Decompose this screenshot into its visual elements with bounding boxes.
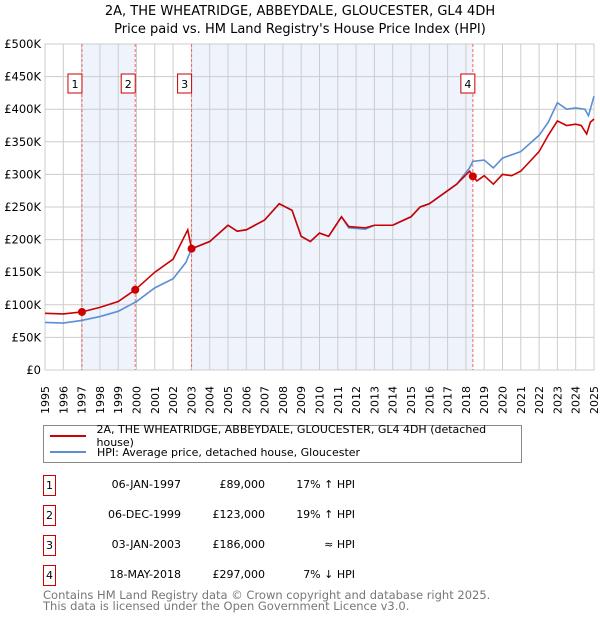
x-tick-label: 1998 — [94, 386, 107, 414]
x-tick-label: 2016 — [423, 386, 436, 414]
sale-hpi-comparison: 17% ↑ HPI — [296, 478, 355, 491]
sale-row: 3 03-JAN-2003 £186,000 ≈ HPI — [43, 535, 443, 556]
sale-label: 4 — [464, 78, 471, 91]
x-tick-label: 2008 — [277, 386, 290, 414]
sale-date: 03-JAN-2003 — [111, 538, 181, 551]
sale-date: 18-MAY-2018 — [109, 568, 181, 581]
y-tick-label: £0 — [26, 363, 41, 377]
y-tick-label: £100K — [4, 298, 41, 312]
x-tick-label: 1999 — [112, 386, 125, 414]
sale-number-badge: 2 — [43, 505, 56, 526]
x-tick-label: 2009 — [295, 386, 308, 414]
sale-label-box — [460, 73, 476, 94]
sale-date: 06-DEC-1999 — [107, 508, 181, 521]
x-tick-label: 2004 — [204, 386, 217, 414]
sale-point — [77, 307, 86, 316]
sale-number-badge: 3 — [43, 535, 56, 556]
y-tick-label: £150K — [4, 265, 41, 279]
x-tick-label: 2012 — [350, 386, 363, 414]
x-tick-label: 2000 — [131, 386, 144, 414]
x-tick-label: 1996 — [57, 386, 70, 414]
x-tick-label: 2025 — [588, 386, 600, 414]
sale-hpi-comparison: 19% ↑ HPI — [296, 508, 355, 521]
chart-title: 2A, THE WHEATRIDGE, ABBEYDALE, GLOUCESTE… — [0, 3, 600, 39]
hpi-line — [44, 95, 595, 324]
sale-point — [131, 285, 140, 294]
sale-number-badge: 4 — [43, 565, 56, 586]
y-tick-label: £500K — [4, 37, 41, 51]
x-tick-label: 2020 — [497, 386, 510, 414]
sale-point — [187, 244, 196, 253]
sale-point — [468, 172, 477, 181]
x-tick-label: 1997 — [76, 386, 89, 414]
sale-label: 1 — [71, 78, 78, 91]
x-tick-label: 2021 — [515, 386, 528, 414]
sale-label: 2 — [125, 78, 132, 91]
legend-property: 2A, THE WHEATRIDGE, ABBEYDALE, GLOUCESTE… — [50, 423, 521, 449]
plot-border — [44, 43, 595, 371]
sale-price: £123,000 — [212, 508, 266, 521]
x-tick-label: 2024 — [570, 386, 583, 414]
x-tick-label: 2005 — [222, 386, 235, 414]
y-tick-label: £450K — [4, 70, 41, 84]
sale-label: 3 — [181, 78, 188, 91]
x-tick-label: 2003 — [185, 386, 198, 414]
sale-number-badge: 1 — [43, 475, 56, 496]
sale-label-box — [177, 73, 193, 94]
x-tick-label: 2018 — [460, 386, 473, 414]
sale-label-box — [67, 73, 83, 94]
title-line1: 2A, THE WHEATRIDGE, ABBEYDALE, GLOUCESTE… — [104, 4, 496, 19]
sale-row: 4 18-MAY-2018 £297,000 7% ↓ HPI — [43, 565, 443, 586]
x-tick-label: 2001 — [149, 386, 162, 414]
y-tick-label: £400K — [4, 102, 41, 116]
x-tick-label: 2010 — [314, 386, 327, 414]
sale-date: 06-JAN-1997 — [111, 478, 181, 491]
x-tick-label: 2007 — [259, 386, 272, 414]
x-tick-label: 2022 — [533, 386, 546, 414]
sale-price: £297,000 — [212, 568, 266, 581]
legend-property-label: 2A, THE WHEATRIDGE, ABBEYDALE, GLOUCESTE… — [96, 423, 487, 449]
sale-hpi-comparison: ≈ HPI — [324, 538, 355, 551]
x-tick-label: 2011 — [332, 386, 345, 414]
y-tick-label: £350K — [4, 135, 41, 149]
x-tick-label: 2015 — [405, 386, 418, 414]
x-tick-label: 1995 — [39, 386, 52, 414]
x-tick-label: 2013 — [368, 386, 381, 414]
title-line2: Price paid vs. HM Land Registry's House … — [114, 22, 486, 37]
legend: 2A, THE WHEATRIDGE, ABBEYDALE, GLOUCESTE… — [43, 423, 522, 463]
x-tick-label: 2017 — [442, 386, 455, 414]
hpi-line-swatch — [50, 451, 86, 453]
x-tick-label: 2002 — [167, 386, 180, 414]
y-tick-label: £300K — [4, 167, 41, 181]
footer-line2: This data is licensed under the Open Gov… — [43, 599, 410, 613]
property-line-swatch — [50, 435, 86, 437]
legend-hpi: HPI: Average price, detached house, Glou… — [50, 444, 360, 460]
sale-row: 2 06-DEC-1999 £123,000 19% ↑ HPI — [43, 505, 443, 526]
sale-price: £186,000 — [212, 538, 266, 551]
x-tick-label: 2014 — [387, 386, 400, 414]
property-line — [44, 118, 595, 315]
sale-hpi-comparison: 7% ↓ HPI — [303, 568, 355, 581]
legend-hpi-label: HPI: Average price, detached house, Glou… — [97, 445, 361, 459]
footer: Contains HM Land Registry data © Crown c… — [43, 588, 491, 613]
sale-label-box — [120, 73, 136, 94]
price-chart: 1995 1996 1997 1998 1999 2000 2001 2002 2003 2004… — [4, 37, 600, 414]
sale-price: £89,000 — [219, 478, 266, 491]
footer-line1: Contains HM Land Registry data © Crown c… — [43, 588, 491, 602]
y-tick-label: £250K — [4, 200, 41, 214]
x-tick-label: 2023 — [551, 386, 564, 414]
y-tick-label: £200K — [4, 233, 41, 247]
x-tick-label: 2006 — [240, 386, 253, 414]
sale-row: 1 06-JAN-1997 £89,000 17% ↑ HPI — [43, 475, 443, 496]
x-tick-label: 2019 — [478, 386, 491, 414]
y-tick-label: £50K — [12, 330, 42, 344]
